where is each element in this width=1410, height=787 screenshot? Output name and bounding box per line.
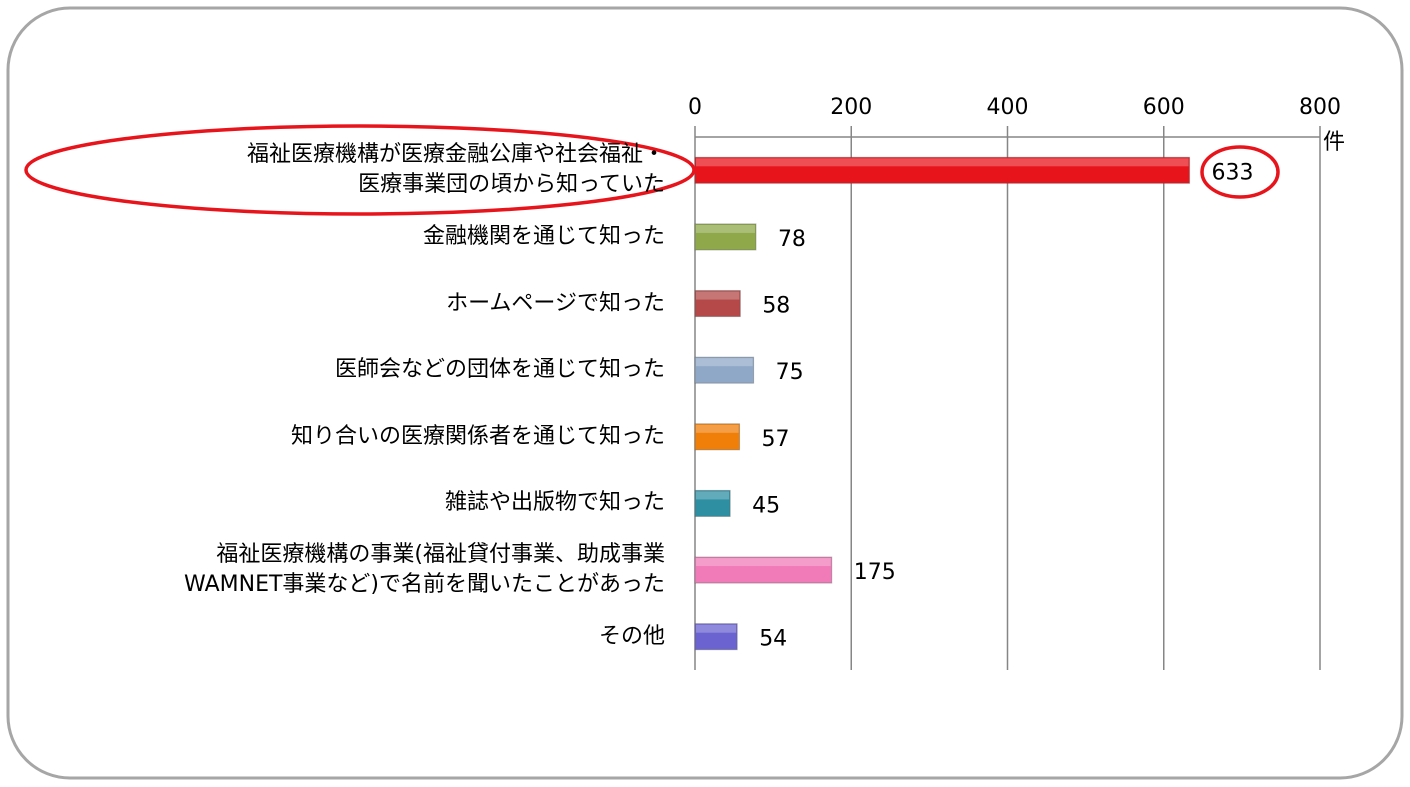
highlight-ellipse [24, 124, 696, 216]
y-tick-label: 福祉医療機構が医療金融公庫や社会福祉・ 医療事業団の頃から知っていた [246, 142, 665, 198]
bar [694, 223, 757, 251]
bar [694, 290, 741, 318]
bar [694, 489, 731, 517]
bar-shine [696, 424, 739, 433]
x-axis-unit: 件 [1323, 130, 1345, 155]
x-tick-label: 200 [830, 95, 872, 120]
value-label: 54 [759, 627, 787, 652]
y-tick-label: 知り合いの医療関係者を通じて知った [290, 423, 665, 449]
bar [694, 356, 755, 384]
x-tick-label: 0 [688, 95, 702, 120]
plot: 0 200 400 600 800 件 633 78 58 75 57 45 175 54 [688, 95, 1345, 670]
y-tick-label: 福祉医療機構の事業(福祉貸付事業、助成事業 WAMNET事業など)で名前を聞いた… [184, 542, 665, 598]
bar-shine [696, 224, 755, 233]
y-tick-label: その他 [598, 623, 665, 649]
bar-shine [696, 624, 737, 633]
y-tick-label: 金融機関を通じて知った [422, 223, 665, 249]
frame [6, 6, 1404, 780]
bar [694, 156, 1191, 184]
value-label: 633 [1212, 160, 1254, 185]
bar-shine [696, 491, 730, 500]
x-tick-label: 600 [1143, 95, 1185, 120]
bar-shine [696, 558, 831, 567]
value-label: 45 [752, 493, 780, 518]
y-tick-label: ホームページで知った [446, 290, 665, 316]
value-label: 175 [854, 560, 896, 585]
x-tick-label: 400 [987, 95, 1029, 120]
y-tick-label: 雑誌や出版物で知った [444, 490, 665, 516]
bar-shine [696, 158, 1189, 167]
value-label: 57 [762, 427, 790, 452]
bar [694, 556, 833, 584]
x-tick-label: 800 [1299, 95, 1341, 120]
bar [694, 423, 741, 451]
value-label: 58 [762, 294, 790, 319]
y-tick-label: 医師会などの団体を通じて知った [334, 357, 665, 383]
bar [694, 623, 738, 651]
value-label: 78 [778, 227, 806, 252]
bar-shine [696, 291, 740, 300]
highlight-circle [1200, 145, 1280, 199]
value-label: 75 [776, 360, 804, 385]
bar-shine [696, 358, 753, 367]
